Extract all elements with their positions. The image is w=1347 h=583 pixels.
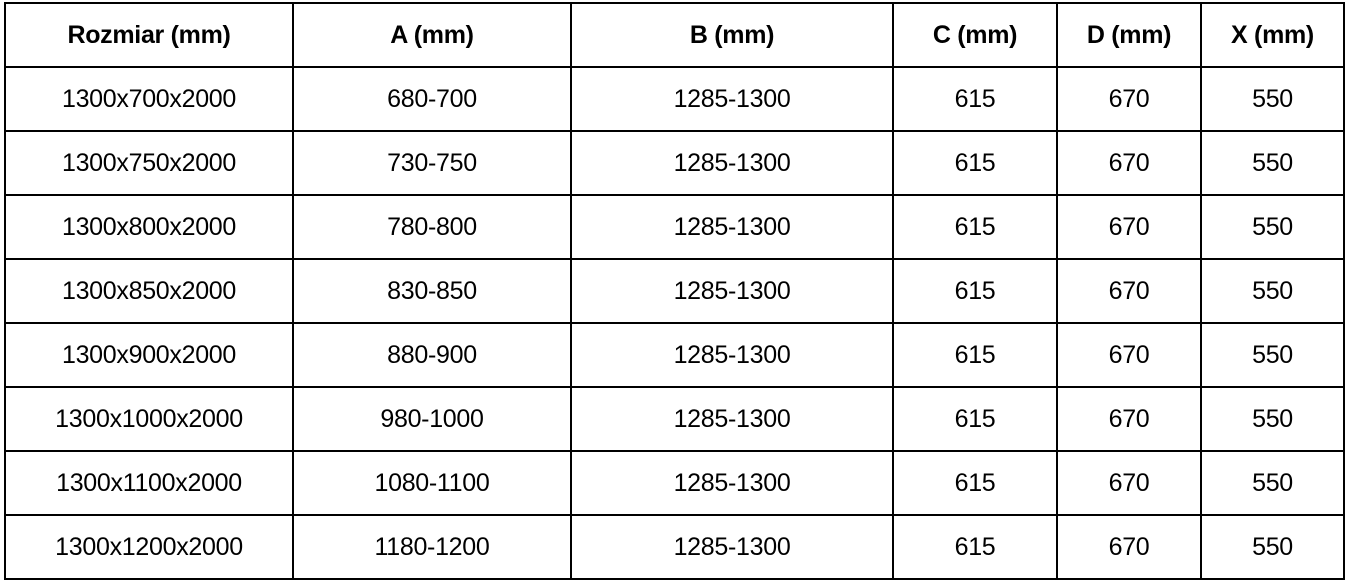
cell-a: 1180-1200 — [292, 514, 572, 580]
table-row: 1300x900x2000 880-900 1285-1300 615 670 550 — [4, 322, 1345, 388]
table-row: 1300x800x2000 780-800 1285-1300 615 670 550 — [4, 194, 1345, 260]
table-row: 1300x700x2000 680-700 1285-1300 615 670 550 — [4, 66, 1345, 132]
table-row: 1300x1000x2000 980-1000 1285-1300 615 670 550 — [4, 386, 1345, 452]
cell-b: 1285-1300 — [570, 66, 894, 132]
table-row: 1300x850x2000 830-850 1285-1300 615 670 550 — [4, 258, 1345, 324]
header-d: D (mm) — [1056, 2, 1202, 68]
cell-b: 1285-1300 — [570, 386, 894, 452]
header-x: X (mm) — [1200, 2, 1345, 68]
cell-c: 615 — [892, 514, 1058, 580]
cell-b: 1285-1300 — [570, 322, 894, 388]
cell-c: 615 — [892, 322, 1058, 388]
cell-a: 1080-1100 — [292, 450, 572, 516]
cell-d: 670 — [1056, 130, 1202, 196]
cell-b: 1285-1300 — [570, 130, 894, 196]
cell-d: 670 — [1056, 258, 1202, 324]
cell-size: 1300x1100x2000 — [4, 450, 294, 516]
header-a: A (mm) — [292, 2, 572, 68]
cell-a: 780-800 — [292, 194, 572, 260]
cell-d: 670 — [1056, 322, 1202, 388]
cell-size: 1300x1000x2000 — [4, 386, 294, 452]
header-row: Rozmiar (mm) A (mm) B (mm) C (mm) D (mm)… — [4, 2, 1345, 68]
cell-x: 550 — [1200, 130, 1345, 196]
cell-b: 1285-1300 — [570, 514, 894, 580]
cell-size: 1300x800x2000 — [4, 194, 294, 260]
header-c: C (mm) — [892, 2, 1058, 68]
cell-x: 550 — [1200, 194, 1345, 260]
header-size: Rozmiar (mm) — [4, 2, 294, 68]
table-row: 1300x1100x2000 1080-1100 1285-1300 615 670 55… — [4, 450, 1345, 516]
cell-a: 680-700 — [292, 66, 572, 132]
dimensions-table: Rozmiar (mm) A (mm) B (mm) C (mm) D (mm)… — [4, 2, 1345, 580]
cell-c: 615 — [892, 258, 1058, 324]
cell-d: 670 — [1056, 194, 1202, 260]
cell-size: 1300x900x2000 — [4, 322, 294, 388]
cell-c: 615 — [892, 66, 1058, 132]
cell-a: 830-850 — [292, 258, 572, 324]
cell-x: 550 — [1200, 514, 1345, 580]
cell-c: 615 — [892, 194, 1058, 260]
cell-b: 1285-1300 — [570, 450, 894, 516]
cell-x: 550 — [1200, 322, 1345, 388]
cell-a: 730-750 — [292, 130, 572, 196]
cell-size: 1300x1200x2000 — [4, 514, 294, 580]
cell-x: 550 — [1200, 66, 1345, 132]
table-row: 1300x750x2000 730-750 1285-1300 615 670 550 — [4, 130, 1345, 196]
cell-c: 615 — [892, 450, 1058, 516]
header-b: B (mm) — [570, 2, 894, 68]
table-row: 1300x1200x2000 1180-1200 1285-1300 615 670 55… — [4, 514, 1345, 580]
cell-size: 1300x850x2000 — [4, 258, 294, 324]
cell-a: 880-900 — [292, 322, 572, 388]
cell-c: 615 — [892, 386, 1058, 452]
cell-b: 1285-1300 — [570, 194, 894, 260]
cell-d: 670 — [1056, 514, 1202, 580]
cell-x: 550 — [1200, 386, 1345, 452]
cell-b: 1285-1300 — [570, 258, 894, 324]
cell-x: 550 — [1200, 450, 1345, 516]
cell-a: 980-1000 — [292, 386, 572, 452]
cell-d: 670 — [1056, 386, 1202, 452]
cell-x: 550 — [1200, 258, 1345, 324]
cell-size: 1300x700x2000 — [4, 66, 294, 132]
cell-size: 1300x750x2000 — [4, 130, 294, 196]
cell-c: 615 — [892, 130, 1058, 196]
cell-d: 670 — [1056, 66, 1202, 132]
cell-d: 670 — [1056, 450, 1202, 516]
